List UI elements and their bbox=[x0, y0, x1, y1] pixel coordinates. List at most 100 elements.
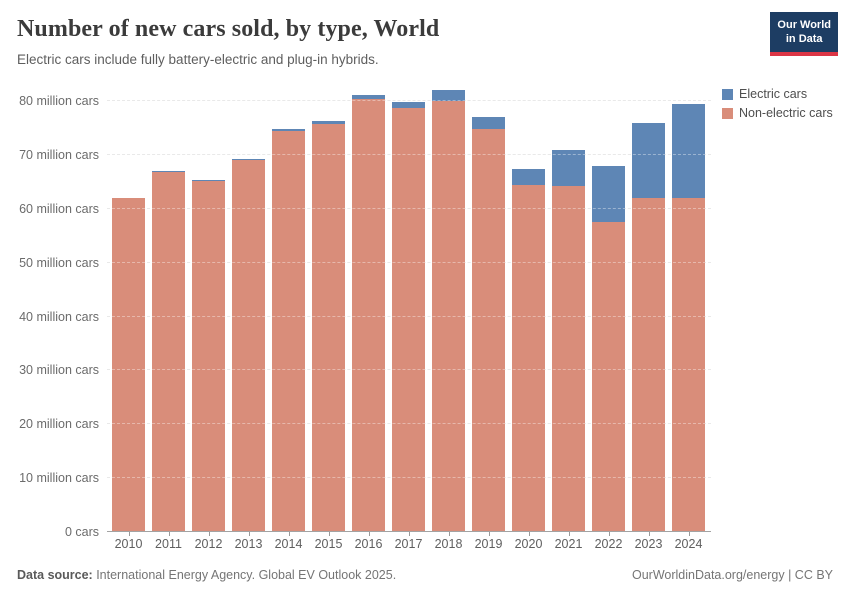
x-tick-label-2018: 2018 bbox=[434, 537, 463, 551]
bar-segment-2019-non-electric-cars[interactable] bbox=[472, 128, 505, 532]
x-tick-2016 bbox=[368, 532, 370, 536]
chart-subtitle: Electric cars include fully battery-elec… bbox=[17, 52, 379, 67]
bar-2015[interactable] bbox=[312, 121, 345, 532]
bar-segment-2022-electric-cars[interactable] bbox=[592, 165, 625, 223]
bar-segment-2017-non-electric-cars[interactable] bbox=[392, 108, 425, 532]
bar-segment-2018-electric-cars[interactable] bbox=[432, 90, 465, 102]
bar-segment-2023-electric-cars[interactable] bbox=[632, 122, 665, 198]
chart-plot-area bbox=[107, 85, 711, 532]
x-tick-2017 bbox=[408, 532, 410, 536]
bar-segment-2018-non-electric-cars[interactable] bbox=[432, 101, 465, 532]
x-tick-2018 bbox=[448, 532, 450, 536]
legend-label: Non-electric cars bbox=[739, 106, 833, 120]
x-tick-2012 bbox=[208, 532, 210, 536]
bar-2016[interactable] bbox=[352, 94, 385, 532]
bar-segment-2020-electric-cars[interactable] bbox=[512, 169, 545, 186]
legend-item-non-electric-cars[interactable]: Non-electric cars bbox=[722, 106, 833, 120]
bar-segment-2013-non-electric-cars[interactable] bbox=[232, 160, 265, 532]
bar-2024[interactable] bbox=[672, 103, 705, 532]
chart-footer: Data source: International Energy Agency… bbox=[0, 568, 850, 582]
bar-2014[interactable] bbox=[272, 129, 305, 532]
owid-logo-line2: in Data bbox=[785, 33, 823, 46]
bar-2022[interactable] bbox=[592, 165, 625, 532]
bar-segment-2014-electric-cars[interactable] bbox=[272, 129, 305, 131]
bar-segment-2016-electric-cars[interactable] bbox=[352, 94, 385, 100]
x-tick-2011 bbox=[168, 532, 170, 536]
x-tick-2021 bbox=[568, 532, 570, 536]
bar-segment-2015-non-electric-cars[interactable] bbox=[312, 124, 345, 532]
bar-2023[interactable] bbox=[632, 122, 665, 532]
x-tick-label-2011: 2011 bbox=[155, 537, 182, 551]
chart-title: Number of new cars sold, by type, World bbox=[17, 16, 440, 42]
owid-url-license-link[interactable]: OurWorldinData.org/energy | CC BY bbox=[631, 568, 833, 582]
x-tick-label-2012: 2012 bbox=[194, 537, 223, 551]
x-axis-labels: 2010 2011 2012 2013 2014 2015 2016 2017 2018 2019… bbox=[107, 532, 711, 555]
x-tick-2023 bbox=[648, 532, 650, 536]
bar-segment-2015-electric-cars[interactable] bbox=[312, 121, 345, 125]
y-tick-label-40: 40 million cars bbox=[19, 309, 99, 324]
x-tick-2013 bbox=[248, 532, 250, 536]
gridline-80 bbox=[107, 100, 711, 102]
legend-item-electric-cars[interactable]: Electric cars bbox=[722, 87, 833, 101]
x-tick-2015 bbox=[328, 532, 330, 536]
y-tick-label-50: 50 million cars bbox=[19, 255, 99, 270]
x-tick-label-2022: 2022 bbox=[594, 537, 623, 551]
x-tick-label-2024: 2024 bbox=[674, 537, 703, 551]
x-tick-label-2019: 2019 bbox=[474, 537, 503, 551]
bar-segment-2016-non-electric-cars[interactable] bbox=[352, 99, 385, 532]
chart-legend: Electric cars Non-electric cars bbox=[722, 87, 833, 125]
y-tick-label-60: 60 million cars bbox=[19, 201, 99, 216]
bar-segment-2022-non-electric-cars[interactable] bbox=[592, 222, 625, 532]
bar-segment-2023-non-electric-cars[interactable] bbox=[632, 197, 665, 532]
legend-swatch-icon bbox=[722, 107, 733, 119]
x-tick-label-2017: 2017 bbox=[394, 537, 423, 551]
x-tick-label-2021: 2021 bbox=[554, 537, 583, 551]
bar-segment-2019-electric-cars[interactable] bbox=[472, 117, 505, 129]
owid-logo-line1: Our World bbox=[777, 19, 831, 31]
y-tick-label-30: 30 million cars bbox=[19, 363, 99, 378]
bar-segment-2012-non-electric-cars[interactable] bbox=[192, 180, 225, 532]
y-tick-label-0: 0 cars bbox=[64, 525, 99, 539]
bar-2018[interactable] bbox=[432, 90, 465, 532]
bar-2021[interactable] bbox=[552, 150, 585, 532]
x-tick-label-2020: 2020 bbox=[514, 537, 543, 551]
bar-segment-2012-electric-cars[interactable] bbox=[192, 179, 225, 181]
bar-segment-2024-non-electric-cars[interactable] bbox=[672, 198, 705, 532]
bar-2020[interactable] bbox=[512, 169, 545, 532]
y-tick-label-80: 80 million cars bbox=[19, 94, 99, 109]
x-tick-label-2010: 2010 bbox=[114, 537, 143, 551]
bar-segment-2021-non-electric-cars[interactable] bbox=[552, 185, 585, 532]
owid-logo[interactable]: Our World in Data bbox=[770, 12, 838, 56]
x-tick-label-2023: 2023 bbox=[634, 537, 663, 551]
bar-segment-2014-non-electric-cars[interactable] bbox=[272, 130, 305, 532]
x-tick-label-2014: 2014 bbox=[274, 537, 303, 551]
x-tick-2020 bbox=[528, 532, 530, 536]
bar-2017[interactable] bbox=[392, 101, 425, 532]
x-tick-label-2016: 2016 bbox=[354, 537, 383, 551]
y-tick-label-10: 10 million cars bbox=[19, 471, 99, 486]
data-source-label: Data source: bbox=[17, 568, 93, 582]
bar-segment-2010-non-electric-cars[interactable] bbox=[112, 198, 145, 532]
x-tick-2022 bbox=[608, 532, 610, 536]
bar-2011[interactable] bbox=[152, 170, 185, 532]
bar-segment-2024-electric-cars[interactable] bbox=[672, 103, 705, 199]
bar-segment-2011-non-electric-cars[interactable] bbox=[152, 171, 185, 532]
y-tick-label-70: 70 million cars bbox=[19, 148, 99, 163]
bar-segment-2017-electric-cars[interactable] bbox=[392, 101, 425, 109]
bar-segment-2020-non-electric-cars[interactable] bbox=[512, 185, 545, 532]
bar-segment-2021-electric-cars[interactable] bbox=[552, 150, 585, 186]
data-source-note: Data source: International Energy Agency… bbox=[17, 568, 396, 582]
legend-label: Electric cars bbox=[739, 87, 808, 101]
bar-segment-2013-electric-cars[interactable] bbox=[232, 159, 265, 161]
bar-2013[interactable] bbox=[232, 159, 265, 532]
data-source-text: International Energy Agency. Global EV O… bbox=[92, 568, 397, 582]
bar-2012[interactable] bbox=[192, 179, 225, 532]
bar-2010[interactable] bbox=[112, 198, 145, 532]
bar-2019[interactable] bbox=[472, 117, 505, 532]
x-axis-line bbox=[107, 531, 711, 532]
x-tick-label-2015: 2015 bbox=[314, 537, 343, 551]
x-tick-2024 bbox=[688, 532, 690, 536]
y-tick-label-20: 20 million cars bbox=[19, 417, 99, 432]
x-tick-2010 bbox=[128, 532, 130, 536]
